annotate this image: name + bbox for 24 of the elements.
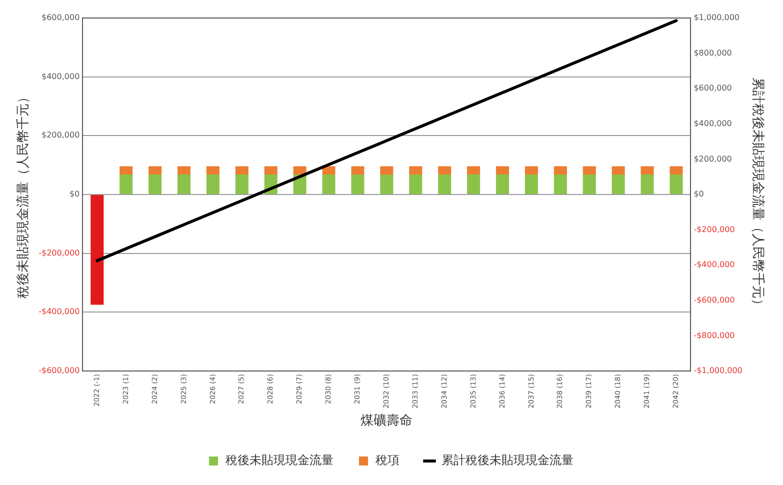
y-tick-label: -$400,000 [38,307,80,316]
y2-tick-label: $400,000 [694,118,732,128]
y-tick-label: $0 [69,190,80,199]
y-tick-label: -$200,000 [38,248,80,258]
legend-label: 稅後未貼現現金流量 [226,453,334,468]
y2-tick-label: -$600,000 [694,295,735,304]
y-tick-label: $200,000 [41,130,80,140]
x-axis-title: 煤礦壽命 [360,414,413,429]
y2-tick-label: -$800,000 [694,330,735,340]
y-tick-label: -$600,000 [38,366,80,376]
legend-label: 累計稅後未貼現現金流量 [442,453,574,468]
y2-tick-label: $200,000 [694,154,732,164]
y-tick-label: $400,000 [41,72,80,81]
y-axis-title: 稅後未貼現現金流量（人民幣千元） [15,90,32,298]
y2-tick-label: -$200,000 [694,224,735,234]
y2-tick-label: -$1,000,000 [694,366,742,376]
y2-tick-label: $1,000,000 [694,13,740,22]
y2-tick-label: $800,000 [694,48,732,58]
y2-tick-label: $600,000 [694,84,732,93]
y2-axis-title: 累計稅後未貼現現金流量（人民幣千元） [750,77,766,312]
y2-tick-label: -$400,000 [694,260,735,270]
legend-label: 稅項 [376,453,400,468]
y2-tick-label: $0 [694,190,704,199]
y-tick-label: $600,000 [41,13,80,22]
